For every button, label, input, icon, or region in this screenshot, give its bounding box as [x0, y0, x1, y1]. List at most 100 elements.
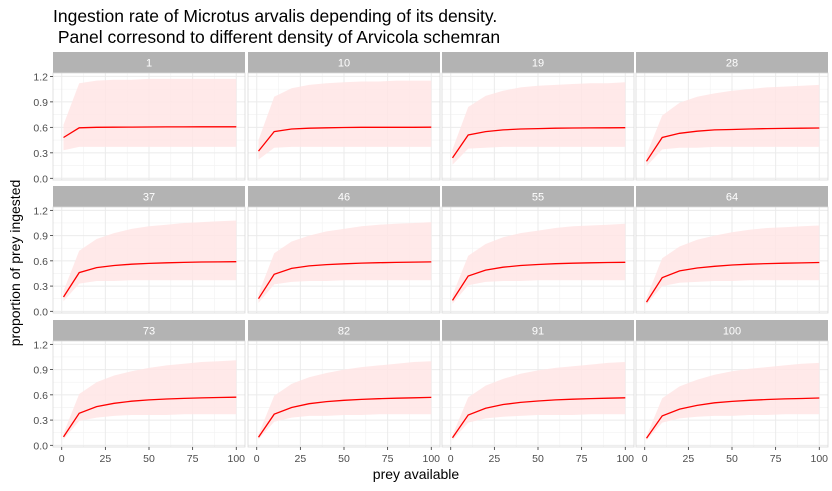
mean-line — [645, 397, 820, 439]
y-tick-label: 1.2 — [33, 71, 48, 83]
x-tick-label: 25 — [683, 453, 695, 465]
x-axis-label: prey available — [372, 466, 460, 482]
panel-border — [247, 206, 441, 314]
y-tick-label: 0.0 — [33, 173, 48, 185]
x-tick-label: 50 — [532, 453, 544, 465]
mean-line — [257, 396, 432, 438]
y-tick-label: 0.9 — [33, 97, 48, 109]
x-tick-label: 100 — [811, 453, 829, 465]
panel-border — [441, 72, 635, 181]
x-tick-label: 25 — [489, 453, 501, 465]
x-tick-label: 0 — [254, 453, 260, 465]
x-tick-label: 75 — [576, 453, 588, 465]
panel-strip — [442, 320, 634, 341]
chart-title: Ingestion rate of Microtus arvalis depen… — [53, 6, 501, 47]
panel-73: 73 0.0 0.3 0.6 0.9 1.2 0 25 50 75 100 — [33, 320, 246, 465]
panel-border — [441, 206, 635, 314]
y-tick-label: 0.0 — [33, 440, 48, 452]
panel-46: 46 — [247, 186, 441, 314]
confidence-ribbon — [452, 82, 626, 165]
panel-strip — [636, 320, 828, 341]
y-tick-label: 0.9 — [33, 231, 48, 243]
x-tick-label: 0 — [59, 453, 65, 465]
panel-37: 37 0.0 0.3 0.6 0.9 1.2 — [33, 186, 246, 318]
y-tick-label: 0.6 — [33, 256, 48, 268]
panel-strip — [442, 186, 634, 207]
mean-line — [451, 127, 626, 159]
panel-strip-label: 28 — [726, 58, 738, 70]
panel-strip-label: 82 — [338, 326, 350, 338]
mean-line — [451, 397, 626, 439]
panel-28: 28 — [635, 52, 829, 181]
panel-strip-label: 64 — [726, 192, 738, 204]
panel-border — [52, 72, 246, 181]
panel-strip-label: 100 — [723, 326, 741, 338]
panel-strip — [442, 52, 634, 73]
panel-strip — [53, 52, 245, 73]
x-tick-label: 75 — [770, 453, 782, 465]
y-tick-label: 0.0 — [33, 306, 48, 318]
panel-strip — [53, 186, 245, 207]
confidence-ribbon — [63, 78, 237, 151]
x-tick-label: 25 — [295, 453, 307, 465]
panel-strip — [248, 52, 440, 73]
mean-line — [451, 261, 626, 301]
panel-strip-label: 19 — [532, 58, 544, 70]
panel-strip — [636, 52, 828, 73]
panel-strip-label: 91 — [532, 326, 544, 338]
panel-100: 100 0 25 50 75 100 — [635, 320, 829, 465]
y-tick-label: 0.9 — [33, 365, 48, 377]
x-tick-label: 75 — [187, 453, 199, 465]
mean-line — [62, 396, 237, 438]
panel-19: 19 — [441, 52, 635, 181]
confidence-ribbon — [452, 223, 626, 304]
panel-strip-label: 46 — [338, 192, 350, 204]
confidence-ribbon — [258, 222, 432, 303]
x-tick-label: 50 — [726, 453, 738, 465]
y-tick-label: 1.2 — [33, 205, 48, 217]
mean-line — [257, 261, 432, 300]
x-tick-label: 25 — [100, 453, 112, 465]
mean-line — [63, 126, 237, 139]
panel-border — [635, 72, 829, 181]
y-tick-label: 1.2 — [33, 339, 48, 351]
mean-line — [645, 127, 820, 162]
panel-1: 1 0.0 0.3 0.6 0.9 1.2 — [33, 52, 246, 185]
confidence-ribbon — [646, 84, 820, 167]
panel-border — [635, 206, 829, 314]
panel-91: 91 0 25 50 75 100 — [441, 320, 635, 465]
x-tick-label: 50 — [143, 453, 155, 465]
panel-10: 10 — [247, 52, 441, 181]
confidence-ribbon — [258, 80, 432, 160]
panel-strip — [636, 186, 828, 207]
panel-border — [52, 206, 246, 314]
mean-line — [257, 126, 432, 152]
y-tick-label: 0.6 — [33, 122, 48, 134]
mean-line — [645, 261, 820, 303]
panel-strip-label: 37 — [143, 192, 155, 204]
y-tick-label: 0.3 — [33, 148, 48, 160]
confidence-ribbon — [63, 220, 237, 302]
panel-64: 64 — [635, 186, 829, 314]
x-tick-label: 50 — [338, 453, 350, 465]
panel-strip-label: 1 — [146, 58, 152, 70]
panel-strip-label: 55 — [532, 192, 544, 204]
x-tick-label: 100 — [228, 453, 246, 465]
y-tick-label: 0.3 — [33, 415, 48, 427]
x-tick-label: 100 — [617, 453, 635, 465]
y-tick-label: 0.3 — [33, 281, 48, 293]
panel-strip-label: 73 — [143, 326, 155, 338]
panel-55: 55 — [441, 186, 635, 314]
x-tick-label: 100 — [423, 453, 441, 465]
x-tick-label: 0 — [642, 453, 648, 465]
panel-strip — [53, 320, 245, 341]
x-tick-label: 75 — [382, 453, 394, 465]
panel-border — [247, 72, 441, 181]
y-tick-label: 0.6 — [33, 390, 48, 402]
panel-strip-label: 10 — [338, 58, 350, 70]
panel-strip — [248, 186, 440, 207]
panel-strip — [248, 320, 440, 341]
mean-line — [62, 261, 237, 298]
x-tick-label: 0 — [448, 453, 454, 465]
